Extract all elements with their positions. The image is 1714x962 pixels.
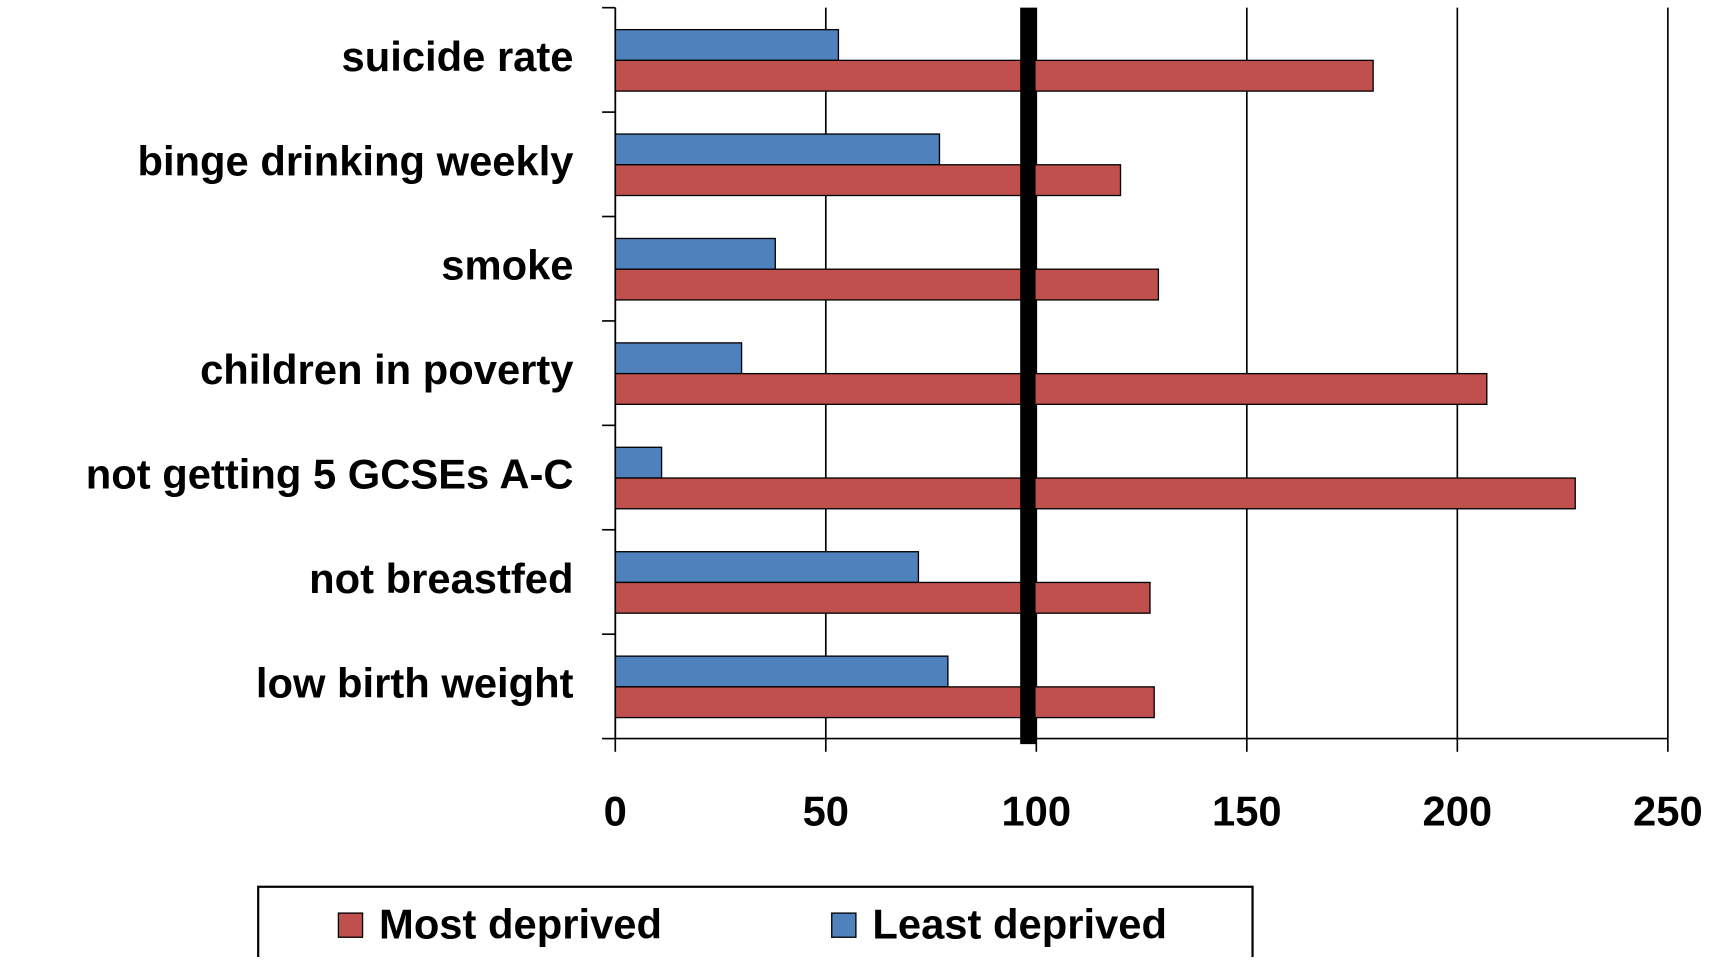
bar <box>614 655 949 688</box>
bar <box>614 446 663 479</box>
bar <box>614 164 1122 197</box>
bar <box>614 551 920 584</box>
y-tick-label: not breastfed <box>309 555 573 602</box>
x-tick-label: 100 <box>1001 787 1071 834</box>
x-tick-label: 0 <box>604 787 627 834</box>
legend-box <box>257 885 1254 962</box>
legend-label: Least deprived <box>872 900 1167 947</box>
bar <box>614 28 840 62</box>
bar <box>614 686 1155 719</box>
x-tick-label: 150 <box>1212 787 1282 834</box>
y-tick-label: not getting 5 GCSEs A-C <box>86 451 574 498</box>
y-tick-label: binge drinking weekly <box>137 137 573 184</box>
legend-label: Most deprived <box>379 900 662 947</box>
y-tick-label: low birth weight <box>256 659 574 706</box>
legend-swatch <box>337 912 364 938</box>
bar <box>614 133 941 166</box>
bar <box>614 268 1160 301</box>
bar <box>614 581 1151 614</box>
bar <box>614 59 1374 92</box>
x-tick-label: 200 <box>1423 787 1493 834</box>
bar <box>614 372 1488 406</box>
y-tick-label: suicide rate <box>342 33 574 80</box>
bar <box>614 342 743 375</box>
legend-swatch <box>831 912 857 938</box>
x-tick-label: 50 <box>803 787 849 834</box>
bar <box>614 237 776 270</box>
bar <box>614 477 1576 510</box>
y-tick-label: smoke <box>441 242 573 289</box>
y-tick-label: children in poverty <box>200 346 573 393</box>
x-tick-label: 250 <box>1633 787 1703 834</box>
